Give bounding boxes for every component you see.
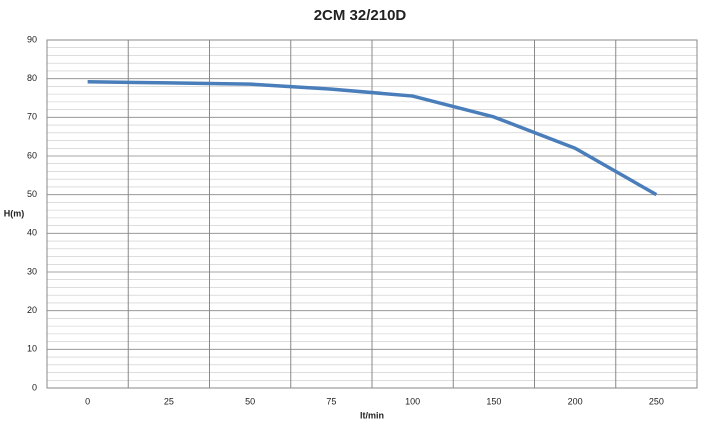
x-tick-label: 150	[486, 396, 501, 406]
x-tick-label: 200	[568, 396, 583, 406]
y-tick-label: 90	[27, 34, 37, 44]
x-axis-title: lt/min	[360, 410, 384, 420]
y-tick-label: 50	[27, 189, 37, 199]
x-tick-label: 100	[405, 396, 420, 406]
y-tick-label: 40	[27, 228, 37, 238]
y-axis-title: H(m)	[4, 208, 25, 218]
y-tick-label: 0	[32, 382, 37, 392]
x-tick-label: 0	[85, 396, 90, 406]
x-tick-label: 250	[649, 396, 664, 406]
y-tick-label: 30	[27, 266, 37, 276]
chart-title: 2CM 32/210D	[314, 7, 407, 24]
plot-border	[46, 39, 698, 389]
y-tick-label: 60	[27, 150, 37, 160]
y-tick-label: 70	[27, 112, 37, 122]
y-tick-label: 80	[27, 73, 37, 83]
x-tick-label: 25	[164, 396, 174, 406]
y-tick-label: 10	[27, 344, 37, 354]
data-line	[87, 80, 658, 197]
y-tick-label: 20	[27, 305, 37, 315]
x-tick-label: 50	[245, 396, 255, 406]
x-tick-label: 75	[326, 396, 336, 406]
